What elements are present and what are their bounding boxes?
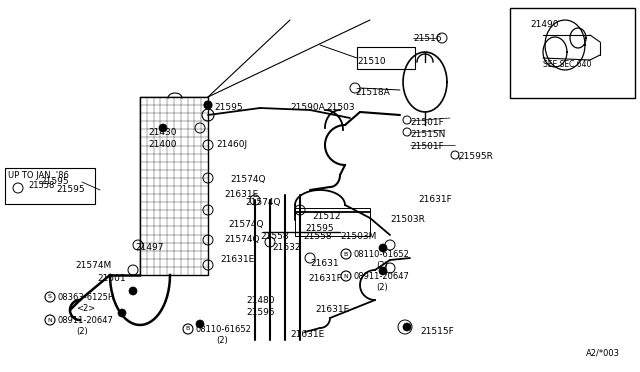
Text: 21574Q: 21574Q xyxy=(228,220,264,229)
Text: SEE SEC.640: SEE SEC.640 xyxy=(543,60,591,69)
Circle shape xyxy=(196,320,204,328)
Text: UP TO JAN. '86: UP TO JAN. '86 xyxy=(8,171,69,180)
Circle shape xyxy=(159,124,167,132)
Text: S: S xyxy=(48,295,52,299)
Text: 21430: 21430 xyxy=(148,128,177,137)
Text: <2>: <2> xyxy=(76,304,95,313)
Circle shape xyxy=(204,101,212,109)
Text: 21631E: 21631E xyxy=(315,305,349,314)
Bar xyxy=(295,208,370,236)
Text: 21558: 21558 xyxy=(28,182,54,190)
Circle shape xyxy=(379,267,387,275)
Text: 21515F: 21515F xyxy=(420,327,454,336)
Text: (2): (2) xyxy=(376,283,388,292)
Bar xyxy=(510,8,635,98)
Text: 08363-6125H: 08363-6125H xyxy=(58,293,115,302)
Text: 21515N: 21515N xyxy=(410,130,445,139)
Text: (2): (2) xyxy=(376,261,388,270)
Text: 21631E: 21631E xyxy=(220,255,254,264)
Text: 21503R: 21503R xyxy=(390,215,425,224)
Text: 21632: 21632 xyxy=(272,243,301,252)
Text: 21631F: 21631F xyxy=(308,274,342,283)
Text: 21501F: 21501F xyxy=(410,118,444,127)
Text: 21595: 21595 xyxy=(214,103,243,112)
Text: (2): (2) xyxy=(76,327,88,336)
Text: 21516: 21516 xyxy=(413,34,442,43)
Text: 21558: 21558 xyxy=(303,232,332,241)
Text: 21510: 21510 xyxy=(357,57,386,66)
Text: 21595: 21595 xyxy=(246,308,275,317)
Text: 21558: 21558 xyxy=(260,232,289,241)
Text: 21490: 21490 xyxy=(530,20,559,29)
Text: 08911-20647: 08911-20647 xyxy=(354,272,410,281)
Text: 21503: 21503 xyxy=(326,103,355,112)
Text: N: N xyxy=(344,273,348,279)
Text: 21518A: 21518A xyxy=(355,88,390,97)
Text: 21574M: 21574M xyxy=(75,261,111,270)
Text: A2/*003: A2/*003 xyxy=(586,349,620,358)
Text: 21595R: 21595R xyxy=(458,152,493,161)
Text: 21501: 21501 xyxy=(97,274,125,283)
Text: B: B xyxy=(344,251,348,257)
Text: 21503M: 21503M xyxy=(340,232,376,241)
Text: 08110-61652: 08110-61652 xyxy=(196,325,252,334)
Text: 21631E: 21631E xyxy=(290,330,324,339)
Text: 21595: 21595 xyxy=(56,185,84,194)
Text: 21595: 21595 xyxy=(305,224,333,233)
Text: N: N xyxy=(47,317,52,323)
Text: 21631: 21631 xyxy=(310,259,339,268)
Text: 21501F: 21501F xyxy=(410,142,444,151)
Circle shape xyxy=(379,244,387,252)
Circle shape xyxy=(118,309,126,317)
Text: 08110-61652: 08110-61652 xyxy=(354,250,410,259)
Text: (2): (2) xyxy=(216,336,228,345)
Circle shape xyxy=(129,287,137,295)
Bar xyxy=(357,47,415,69)
Text: 21631E: 21631E xyxy=(224,190,259,199)
Text: 21400: 21400 xyxy=(148,140,177,149)
Text: 21595: 21595 xyxy=(40,177,68,186)
Text: 21590A: 21590A xyxy=(290,103,324,112)
Bar xyxy=(140,97,208,275)
Text: 21631F: 21631F xyxy=(418,195,452,204)
Text: 21574Q: 21574Q xyxy=(224,235,259,244)
Text: B: B xyxy=(186,327,190,331)
Text: 21512: 21512 xyxy=(312,212,340,221)
Text: 21497: 21497 xyxy=(135,243,163,252)
Bar xyxy=(5,168,95,204)
Text: 08911-20647: 08911-20647 xyxy=(58,316,114,325)
Text: 21574Q: 21574Q xyxy=(230,175,266,184)
Text: 21574Q: 21574Q xyxy=(245,198,280,207)
Text: 21460J: 21460J xyxy=(216,140,247,149)
Circle shape xyxy=(403,323,411,331)
Text: 21480: 21480 xyxy=(246,296,275,305)
